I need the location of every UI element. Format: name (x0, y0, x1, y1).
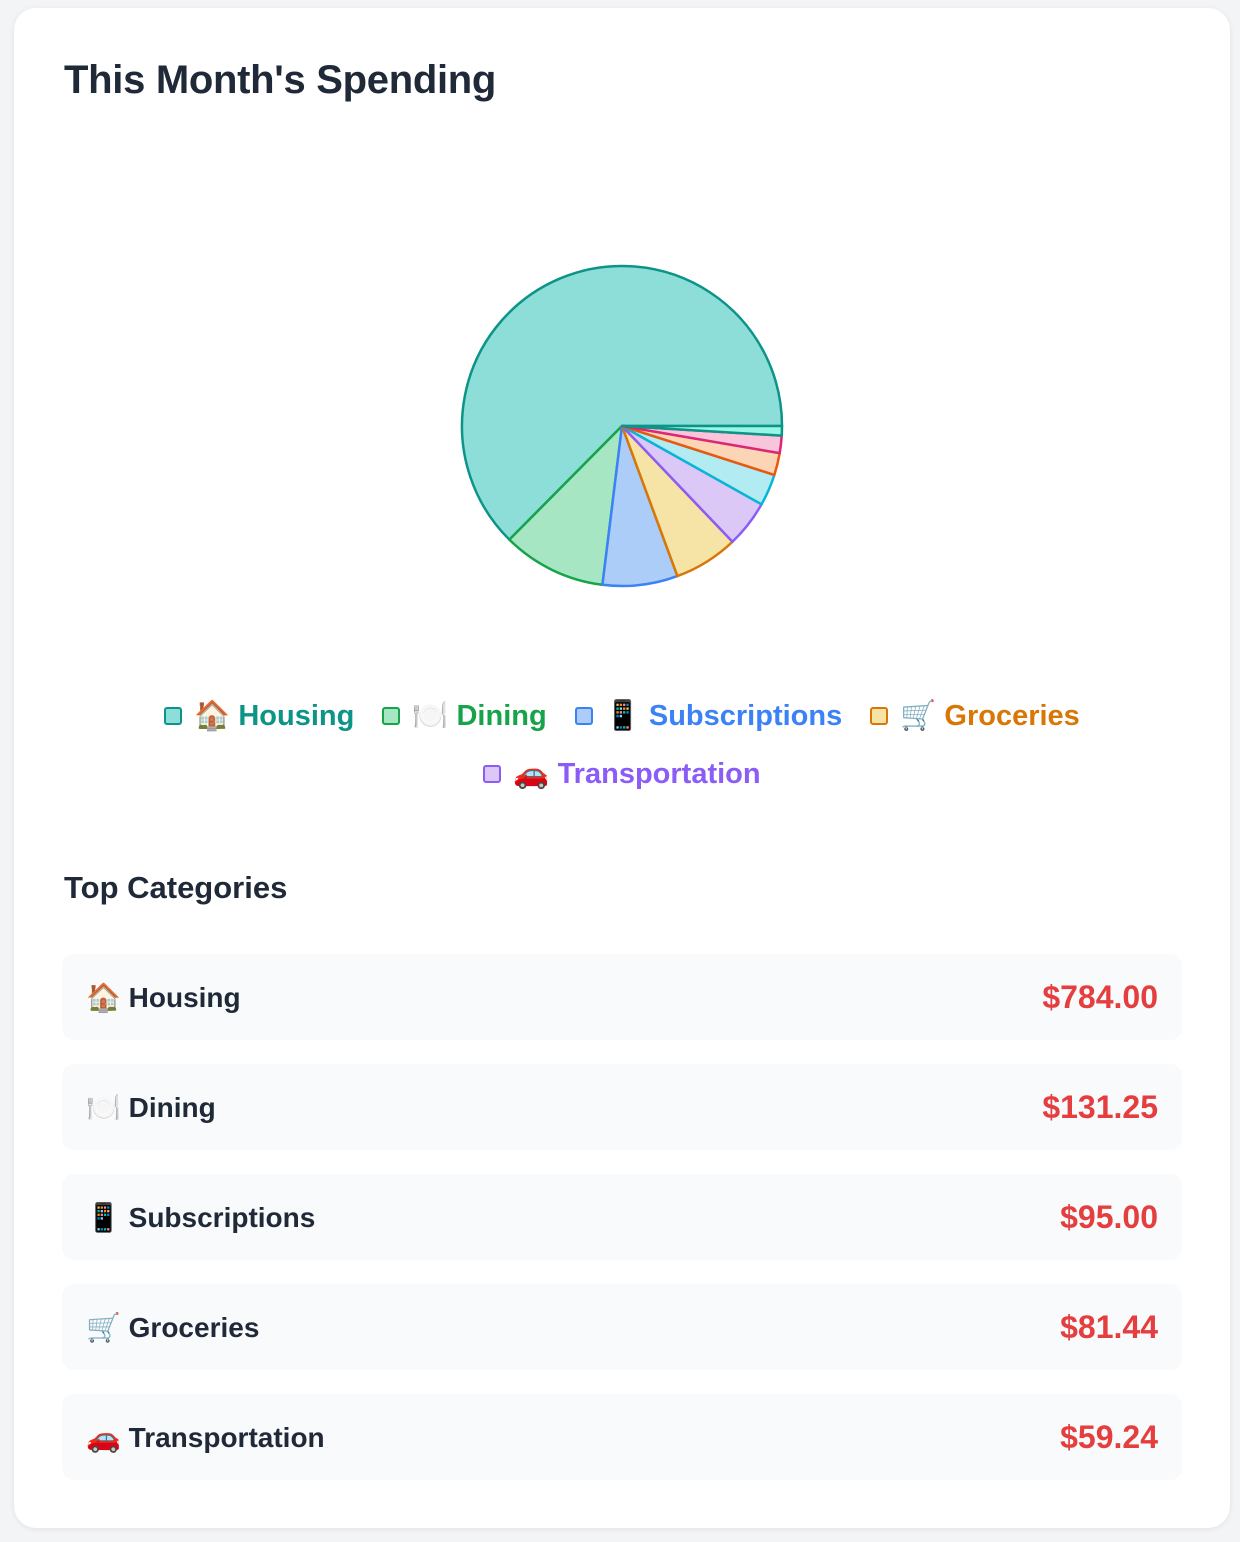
category-row-groceries[interactable]: 🛒 Groceries $81.44 (62, 1284, 1182, 1370)
legend-item-dining[interactable]: 🍽️ Dining (382, 698, 547, 734)
legend-item-housing[interactable]: 🏠 Housing (164, 698, 354, 734)
legend-swatch-dining (382, 707, 401, 725)
category-row-subscriptions[interactable]: 📱 Subscriptions $95.00 (62, 1174, 1182, 1260)
top-categories-title: Top Categories (64, 870, 288, 905)
legend-swatch-housing (164, 707, 183, 725)
spending-card: This Month's Spending 🏠 Housing 🍽️ Dinin… (14, 8, 1230, 1528)
category-amount: $81.44 (1060, 1308, 1158, 1345)
legend-swatch-groceries (870, 707, 889, 725)
category-row-transportation[interactable]: 🚗 Transportation $59.24 (62, 1394, 1182, 1480)
category-name: 📱 Subscriptions (86, 1201, 316, 1233)
legend-swatch-subscriptions (574, 707, 593, 725)
pie-chart-svg (460, 264, 784, 588)
category-row-dining[interactable]: 🍽️ Dining $131.25 (62, 1064, 1182, 1150)
category-name: 🏠 Housing (86, 981, 241, 1013)
category-amount: $784.00 (1042, 978, 1158, 1015)
legend-item-transportation[interactable]: 🚗 Transportation (483, 756, 761, 792)
pie-chart (14, 158, 1230, 678)
page-title: This Month's Spending (64, 58, 497, 102)
legend-label-dining: 🍽️ Dining (412, 700, 547, 732)
legend-swatch-transportation (483, 765, 502, 783)
legend-label-transportation: 🚗 Transportation (513, 758, 761, 790)
pie-slice-0[interactable] (460, 264, 784, 541)
pie-slice-1[interactable] (508, 424, 624, 587)
legend-label-groceries: 🛒 Groceries (900, 700, 1080, 732)
category-name: 🛒 Groceries (86, 1311, 260, 1343)
legend-item-groceries[interactable]: 🛒 Groceries (870, 698, 1080, 734)
top-categories-list: 🏠 Housing $784.00 🍽️ Dining $131.25 📱 Su… (62, 954, 1182, 1504)
legend-item-subscriptions[interactable]: 📱 Subscriptions (574, 698, 843, 734)
category-amount: $59.24 (1060, 1418, 1158, 1455)
legend-label-subscriptions: 📱 Subscriptions (604, 700, 843, 732)
category-name: 🚗 Transportation (86, 1421, 325, 1453)
category-amount: $131.25 (1042, 1088, 1158, 1125)
pie-slice-8[interactable] (620, 424, 784, 437)
legend-label-housing: 🏠 Housing (194, 700, 355, 732)
category-amount: $95.00 (1060, 1198, 1158, 1235)
category-row-housing[interactable]: 🏠 Housing $784.00 (62, 954, 1182, 1040)
category-name: 🍽️ Dining (86, 1091, 216, 1123)
chart-legend: 🏠 Housing 🍽️ Dining 📱 Subscriptions 🛒 Gr… (114, 698, 1130, 792)
